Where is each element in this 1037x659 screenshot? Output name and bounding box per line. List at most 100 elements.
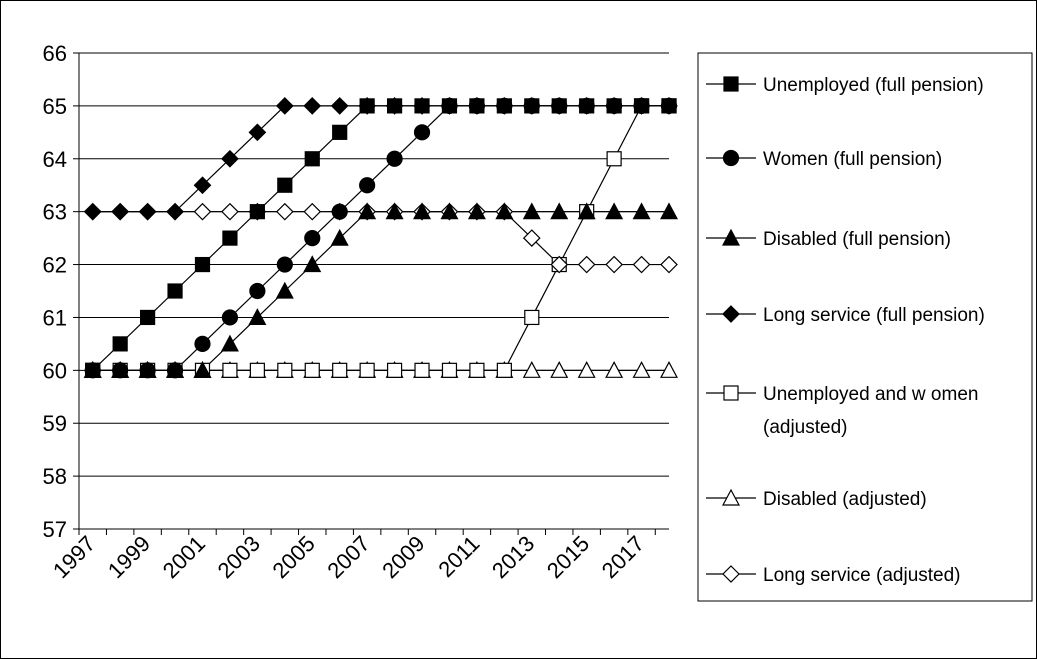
x-tick-label: 2009: [377, 531, 429, 583]
data-point: [413, 202, 432, 220]
legend-marker: [722, 305, 740, 323]
legend-marker: [723, 385, 739, 401]
data-point: [469, 98, 485, 114]
y-tick-label: 63: [43, 200, 67, 225]
data-point: [167, 283, 183, 299]
legend-label: Long service (full pension): [763, 305, 985, 326]
data-point: [577, 202, 596, 220]
data-point: [112, 362, 129, 379]
data-point: [193, 361, 212, 378]
legend-marker: [722, 228, 740, 246]
x-tick-label: 2013: [487, 531, 539, 583]
x-tick-label: 2017: [597, 531, 649, 583]
data-point: [277, 177, 293, 193]
data-point: [495, 202, 514, 220]
data-point: [330, 228, 349, 246]
data-point: [220, 334, 239, 352]
data-point: [332, 124, 348, 140]
x-tick-label: 2007: [322, 531, 374, 583]
data-point: [193, 202, 212, 221]
x-tick-label: 2003: [213, 531, 265, 583]
y-tick-label: 65: [43, 94, 67, 119]
legend-label: Unemployed and w omen: [763, 384, 978, 405]
data-point: [304, 151, 320, 167]
data-point: [248, 308, 267, 326]
legend: Unemployed (full pension) Women (full pen…: [697, 52, 1033, 602]
data-point: [522, 202, 541, 220]
legend-box: [697, 52, 1033, 602]
data-point: [166, 362, 184, 379]
data-point: [140, 309, 156, 326]
data-point: [304, 362, 320, 378]
data-point: [660, 202, 678, 220]
data-point: [331, 203, 348, 220]
data-point: [632, 255, 651, 274]
y-tick-label: 58: [43, 464, 67, 489]
data-point: [577, 361, 596, 378]
data-point: [193, 176, 212, 195]
data-point: [359, 362, 375, 378]
data-point: [633, 98, 650, 114]
legend-label: Disabled (adjusted): [763, 489, 927, 510]
x-tick-label: 2005: [267, 531, 319, 583]
legend-label: Unemployed (full pension): [763, 75, 984, 96]
legend-label: (adjusted): [763, 417, 848, 438]
data-point: [414, 362, 430, 378]
data-point: [222, 362, 238, 378]
data-point: [276, 256, 293, 273]
data-point: [85, 362, 101, 378]
data-point: [606, 98, 622, 114]
x-tick-label: 2011: [433, 531, 484, 582]
data-point: [221, 149, 239, 168]
data-point: [221, 309, 239, 326]
data-point: [249, 204, 265, 220]
data-point: [386, 362, 403, 378]
data-point: [551, 98, 567, 114]
data-point: [524, 309, 540, 326]
data-point: [194, 335, 211, 352]
data-point: [550, 255, 569, 274]
data-point: [467, 202, 486, 220]
data-point: [577, 255, 596, 274]
data-point: [139, 362, 156, 379]
data-point: [414, 98, 430, 114]
data-point: [385, 202, 404, 220]
x-tick-label: 2015: [542, 531, 594, 583]
y-tick-label: 66: [43, 41, 67, 66]
data-point: [605, 202, 624, 220]
y-tick-label: 57: [43, 517, 67, 542]
data-point: [358, 202, 377, 220]
legend-label: Disabled (full pension): [763, 229, 951, 250]
data-point: [249, 282, 266, 300]
data-point: [359, 177, 376, 194]
data-point: [605, 361, 624, 378]
legend-marker: [722, 565, 740, 583]
series-line: [92, 105, 669, 371]
data-point: [660, 361, 678, 378]
x-tick-label: 2001: [158, 531, 210, 583]
data-point: [441, 98, 458, 114]
data-point: [248, 123, 267, 142]
series-line: [92, 211, 669, 371]
y-tick-label: 59: [43, 411, 67, 436]
data-point: [550, 202, 569, 220]
data-point: [550, 361, 569, 378]
legend-label: Long service (adjusted): [763, 565, 961, 586]
data-point: [496, 98, 512, 114]
data-point: [606, 151, 622, 167]
data-point: [303, 202, 322, 221]
data-point: [440, 202, 459, 220]
data-point: [386, 98, 403, 114]
data-point: [111, 202, 130, 221]
y-tick-label: 64: [43, 147, 67, 172]
y-tick-label: 60: [43, 358, 67, 383]
data-point: [303, 255, 322, 273]
data-point: [469, 362, 485, 378]
x-tick-label: 1999: [103, 531, 155, 583]
data-point: [496, 362, 512, 378]
data-point: [522, 229, 541, 247]
data-point: [275, 97, 294, 115]
data-point: [330, 97, 349, 115]
